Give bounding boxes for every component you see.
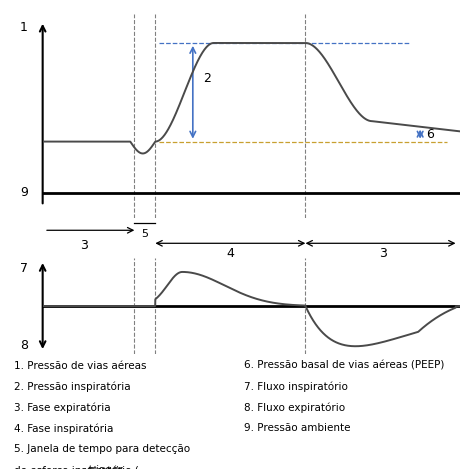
Text: 7. Fluxo inspiratório: 7. Fluxo inspiratório bbox=[244, 382, 348, 392]
Text: 8. Fluxo expiratório: 8. Fluxo expiratório bbox=[244, 402, 345, 413]
Text: do esforço inspiratório (: do esforço inspiratório ( bbox=[14, 465, 139, 469]
Text: 2. Pressão inspiratória: 2. Pressão inspiratória bbox=[14, 382, 131, 392]
Text: trigger: trigger bbox=[87, 465, 122, 469]
Text: 5. Janela de tempo para detecção: 5. Janela de tempo para detecção bbox=[14, 444, 190, 454]
Text: 9: 9 bbox=[20, 186, 28, 199]
Text: 5: 5 bbox=[141, 229, 148, 239]
Text: 1: 1 bbox=[20, 21, 28, 34]
Text: 4. Fase inspiratória: 4. Fase inspiratória bbox=[14, 424, 113, 434]
Text: 4: 4 bbox=[227, 247, 234, 260]
Text: 1. Pressão de vias aéreas: 1. Pressão de vias aéreas bbox=[14, 361, 146, 371]
Text: 6. Pressão basal de vias aéreas (PEEP): 6. Pressão basal de vias aéreas (PEEP) bbox=[244, 361, 445, 371]
Text: 7: 7 bbox=[20, 262, 28, 275]
Text: 2: 2 bbox=[203, 72, 211, 85]
Text: 3: 3 bbox=[81, 239, 88, 251]
Text: 6: 6 bbox=[427, 128, 434, 141]
Text: 9. Pressão ambiente: 9. Pressão ambiente bbox=[244, 424, 351, 433]
Text: 3. Fase expiratória: 3. Fase expiratória bbox=[14, 402, 111, 413]
Text: ): ) bbox=[115, 465, 119, 469]
Text: 3: 3 bbox=[379, 247, 387, 260]
Text: 8: 8 bbox=[20, 339, 28, 352]
